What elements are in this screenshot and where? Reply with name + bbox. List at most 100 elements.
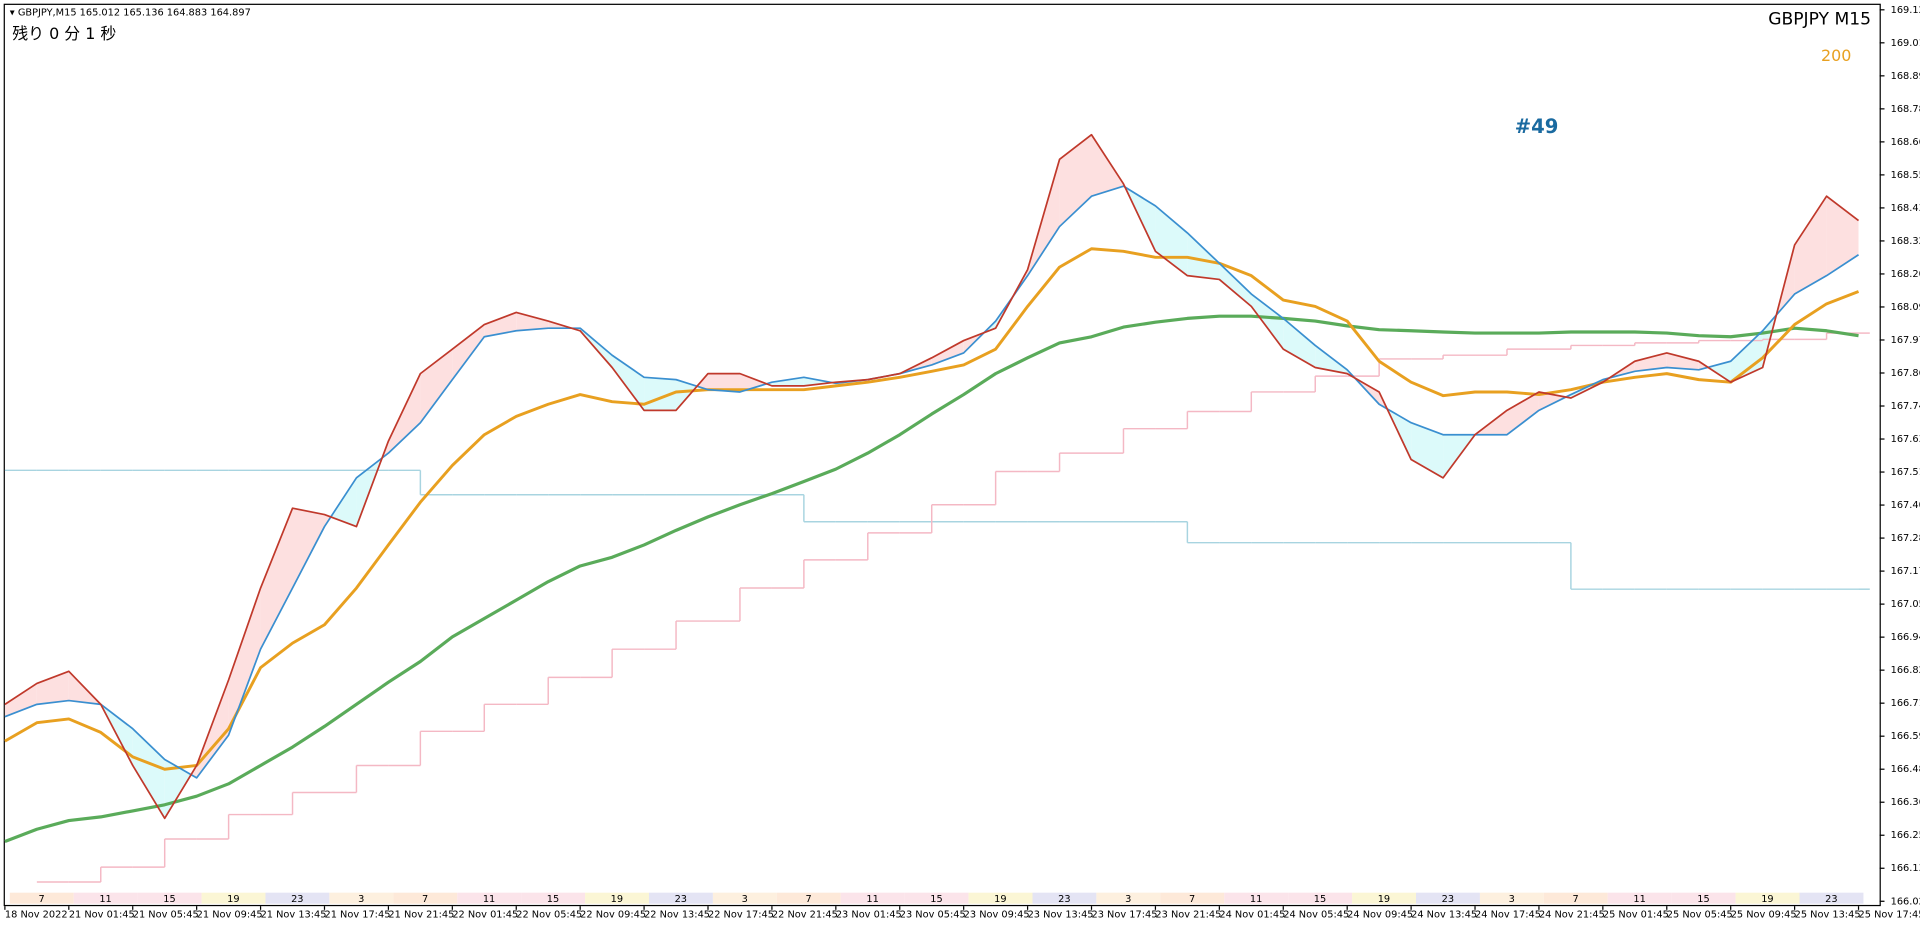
y-tick-label: 166.250	[1891, 830, 1920, 841]
y-tick-label: 169.125	[1891, 5, 1920, 16]
y-tick-label: 168.205	[1891, 269, 1920, 280]
session-label: 7	[1189, 894, 1195, 905]
series-line	[4, 133, 1860, 820]
ma-label: 200	[1821, 46, 1851, 65]
session-band	[9, 892, 74, 904]
y-tick-label: 168.090	[1891, 302, 1920, 313]
session-band	[840, 892, 905, 904]
x-tick-label: 25 Nov 09:45	[1731, 910, 1797, 921]
cloud-fill	[708, 373, 740, 392]
session-band	[73, 892, 138, 904]
cloud-fill	[484, 312, 517, 337]
session-band	[1543, 892, 1608, 904]
y-tick-label: 167.630	[1891, 434, 1920, 445]
x-tick-label: 22 Nov 01:45	[452, 910, 518, 921]
cloud-fill	[1283, 318, 1316, 368]
session-band	[1288, 892, 1353, 904]
y-tick-label: 166.825	[1891, 665, 1920, 676]
session-band	[1096, 892, 1161, 904]
x-tick-label: 23 Nov 09:45	[964, 910, 1030, 921]
y-tick-label: 168.435	[1891, 203, 1920, 214]
session-label: 11	[483, 894, 495, 905]
y-tick-label: 167.745	[1891, 401, 1920, 412]
session-band	[1416, 892, 1480, 904]
x-tick-label: 22 Nov 17:45	[708, 910, 774, 921]
y-tick-label: 167.400	[1891, 500, 1920, 511]
session-label: 23	[291, 894, 303, 905]
cloud-fill	[1091, 134, 1124, 197]
cloud-fill	[739, 373, 767, 392]
y-tick-label: 166.710	[1891, 698, 1920, 709]
session-label: 19	[994, 894, 1006, 905]
session-band	[1032, 892, 1097, 904]
y-tick-label: 167.515	[1891, 467, 1920, 478]
countdown: 残り 0 分 1 秒	[12, 24, 116, 43]
x-tick-label: 23 Nov 05:45	[900, 910, 966, 921]
session-band	[137, 892, 202, 904]
x-tick-label: 24 Nov 17:45	[1475, 910, 1541, 921]
x-tick-label: 24 Nov 01:45	[1219, 910, 1285, 921]
session-label: 11	[866, 894, 878, 905]
ohlc-low: 164.883	[167, 7, 207, 18]
x-tick-label: 24 Nov 05:45	[1283, 910, 1349, 921]
cloud-fill	[1219, 263, 1252, 307]
cloud-fill	[1794, 196, 1827, 295]
session-band	[712, 892, 777, 904]
session-label: 3	[1125, 894, 1131, 905]
session-label: 19	[611, 894, 623, 905]
series-line	[4, 314, 1859, 843]
y-tick-label: 166.480	[1891, 764, 1920, 775]
y-tick-label: 167.055	[1891, 599, 1920, 610]
cloud-fill	[771, 377, 804, 386]
y-tick-label: 168.665	[1891, 137, 1920, 148]
session-label: 11	[99, 894, 111, 905]
session-band	[393, 892, 458, 904]
cloud-fill	[292, 508, 325, 589]
session-label: 23	[675, 894, 687, 905]
x-tick-label: 24 Nov 21:45	[1539, 910, 1605, 921]
cloud-fill	[1187, 232, 1220, 280]
session-label: 19	[1378, 894, 1390, 905]
session-label: 7	[422, 894, 428, 905]
session-band	[904, 892, 969, 904]
cloud-fill	[452, 324, 485, 380]
x-tick-label: 18 Nov 2022	[5, 910, 68, 921]
y-tick-label: 166.365	[1891, 797, 1920, 808]
cloud-fill	[1826, 196, 1859, 276]
x-tick-label: 25 Nov 05:45	[1667, 910, 1733, 921]
plot-layer: 7 11 15 19 23 3 7 11 15 19 23 3 7 11 15 19 23 3 7 11 15 19 23 3…	[4, 133, 1870, 905]
y-tick-label: 166.940	[1891, 632, 1920, 643]
y-tick-label: 167.975	[1891, 335, 1920, 346]
x-tick-label: 23 Nov 17:45	[1092, 910, 1158, 921]
session-label: 19	[227, 894, 239, 905]
session-band	[329, 892, 394, 904]
session-band	[265, 892, 330, 904]
session-band	[648, 892, 713, 904]
y-tick-label: 166.020	[1891, 896, 1920, 907]
series-line	[4, 185, 1860, 779]
session-band	[1352, 892, 1416, 904]
session-label: 23	[1825, 894, 1837, 905]
session-band	[1224, 892, 1289, 904]
session-band	[1735, 892, 1800, 904]
y-tick-label: 168.320	[1891, 236, 1920, 247]
session-band	[1671, 892, 1736, 904]
session-label: 23	[1442, 894, 1454, 905]
x-tick-label: 21 Nov 09:45	[197, 910, 263, 921]
session-label: 7	[39, 894, 45, 905]
x-tick-label: 22 Nov 05:45	[516, 910, 582, 921]
session-band	[521, 892, 586, 904]
session-label: 15	[1314, 894, 1326, 905]
x-tick-label: 22 Nov 21:45	[772, 910, 838, 921]
cloud-fill	[516, 312, 549, 331]
x-tick-label: 23 Nov 21:45	[1155, 910, 1221, 921]
series-line	[4, 247, 1860, 771]
session-label: 15	[1697, 894, 1709, 905]
x-tick-label: 21 Nov 01:45	[69, 910, 135, 921]
cloud-fill	[612, 355, 645, 411]
cloud-fill	[931, 340, 964, 365]
tag-label: #49	[1515, 115, 1559, 138]
y-tick-label: 167.285	[1891, 533, 1920, 544]
